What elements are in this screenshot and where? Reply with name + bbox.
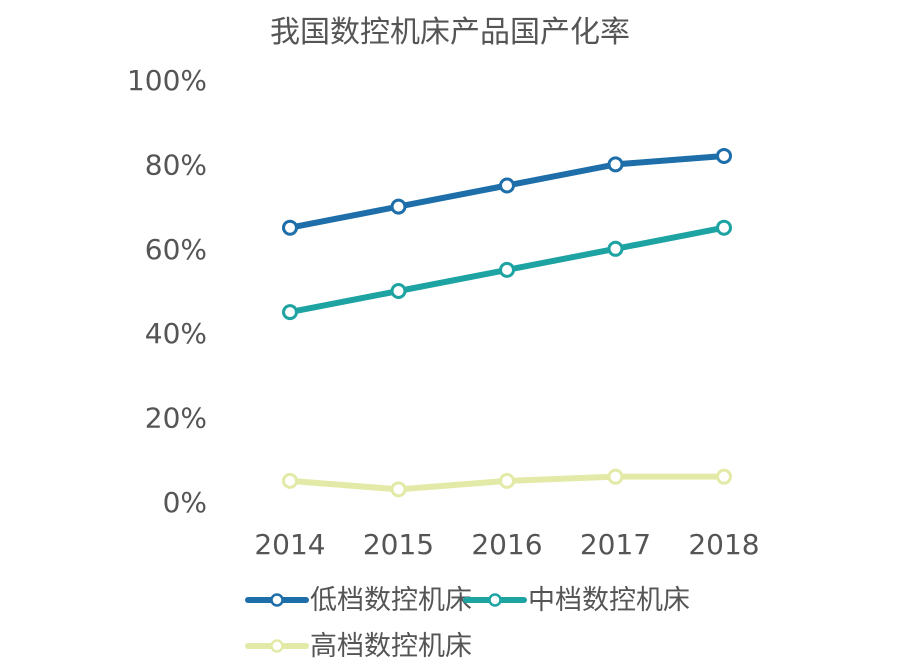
x-tick-label: 2016 <box>471 528 542 561</box>
y-tick-label: 20% <box>145 402 207 435</box>
series-point <box>607 156 624 173</box>
x-tick-label: 2015 <box>363 528 434 561</box>
series-point <box>716 147 732 164</box>
chart-title: 我国数控机床产品国产化率 <box>270 15 630 50</box>
y-tick-label: 0% <box>163 486 207 519</box>
x-tick-label: 2018 <box>688 528 759 561</box>
y-axis-tick-labels: 0% 20% 40% 60% 80% 100% <box>127 64 207 519</box>
legend-label: 高档数控机床 <box>310 631 472 662</box>
series-point <box>499 177 515 194</box>
series-point <box>716 219 732 236</box>
series-point <box>282 304 298 321</box>
legend-marker <box>270 593 284 607</box>
y-tick-label: 60% <box>145 233 207 266</box>
series-point <box>499 261 515 278</box>
series-point <box>499 472 515 489</box>
series-lines <box>282 147 732 498</box>
series-point <box>390 481 407 498</box>
series-point <box>607 468 624 485</box>
series-point <box>390 198 407 215</box>
series-point <box>607 240 624 257</box>
x-tick-label: 2017 <box>580 528 651 561</box>
series-point <box>282 472 298 489</box>
y-tick-label: 40% <box>145 317 207 350</box>
legend-marker <box>488 593 502 607</box>
y-tick-label: 100% <box>127 64 207 97</box>
x-axis-tick-labels: 2014 2015 2016 2017 2018 <box>254 528 759 561</box>
series-point <box>390 283 407 299</box>
series-point <box>282 219 298 236</box>
series-point <box>716 468 732 485</box>
x-tick-label: 2014 <box>254 528 325 561</box>
legend-label: 低档数控机床 <box>310 585 472 616</box>
y-tick-label: 80% <box>145 148 207 181</box>
legend-marker <box>270 639 284 653</box>
legend-label: 中档数控机床 <box>528 585 690 616</box>
